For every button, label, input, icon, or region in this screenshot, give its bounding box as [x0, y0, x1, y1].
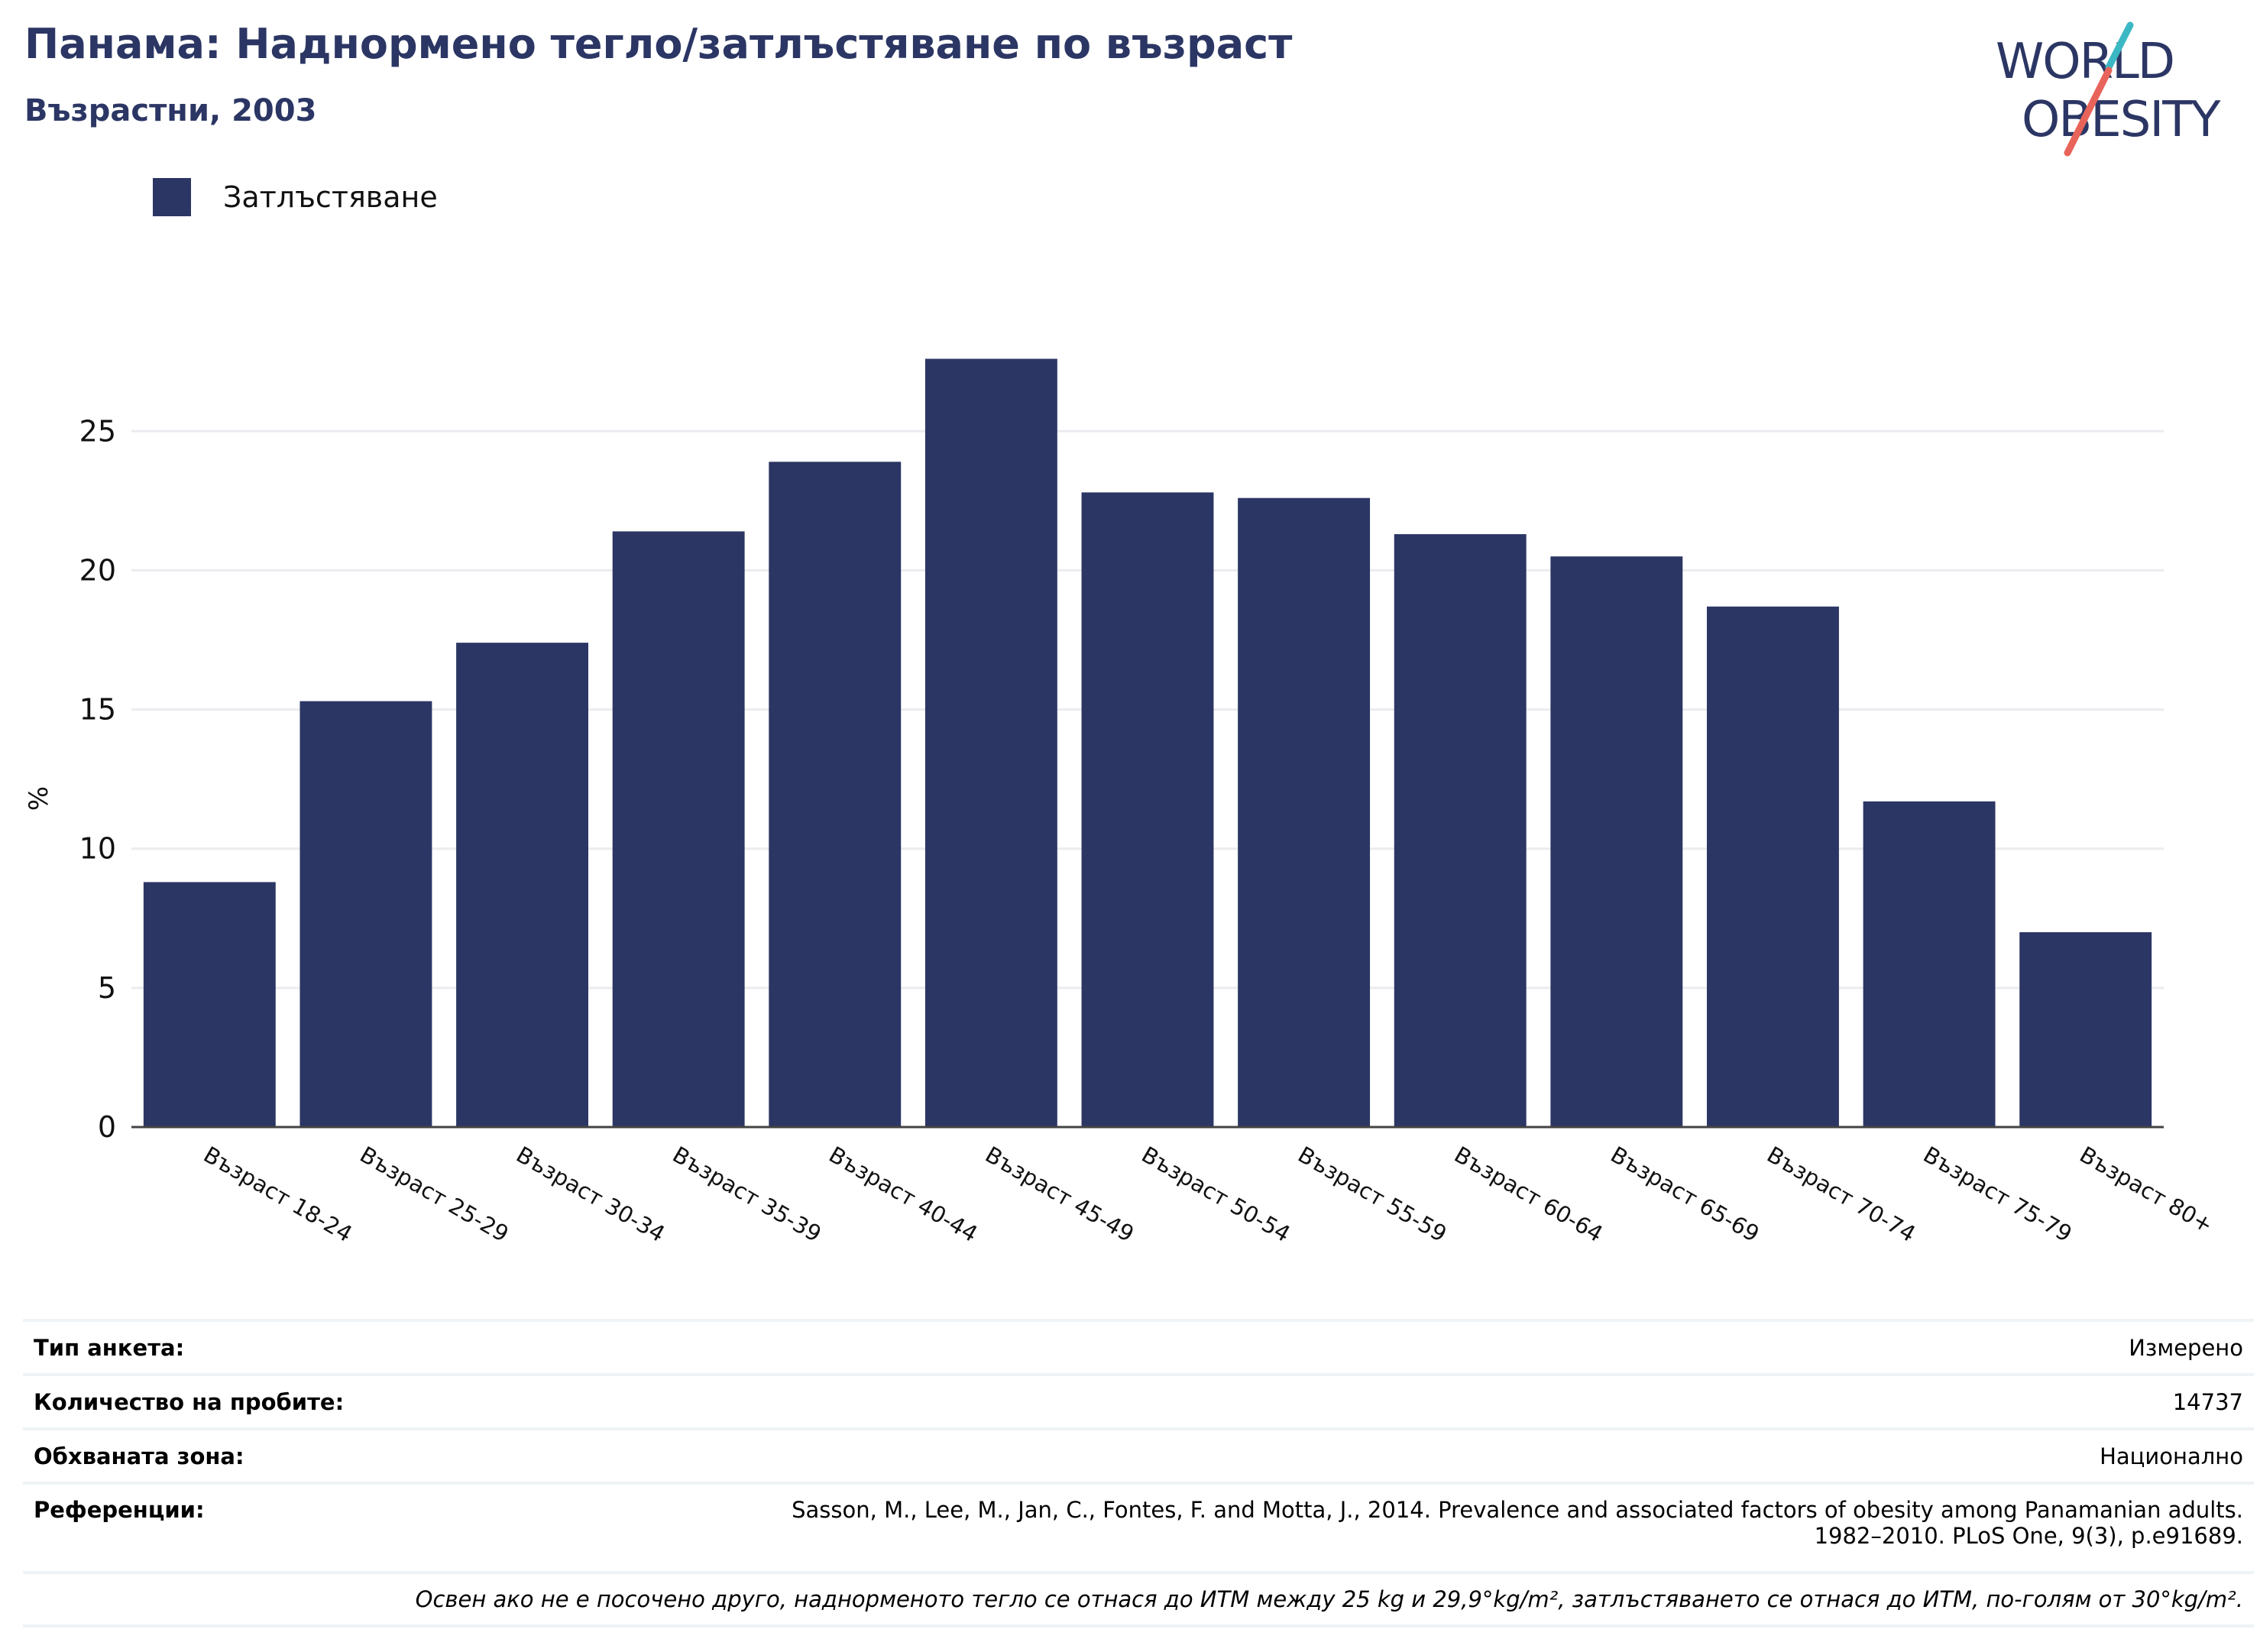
x-tick-label-0: Възраст 18-24: [199, 1142, 357, 1248]
area-label: Обхваната зона:: [23, 1429, 433, 1485]
legend-label: Затлъстяване: [223, 180, 438, 214]
survey-info-table: Тип анкета: Измерено Количество на проби…: [23, 1319, 2254, 1628]
bar-4: [769, 462, 902, 1127]
references-line-2: 1982–2010. PLoS One, 9(3), p.e91689.: [1814, 1523, 2243, 1549]
x-tick-label-9: Възраст 65-69: [1606, 1142, 1763, 1248]
y-tick-label-20: 20: [79, 553, 116, 587]
bar-5: [924, 358, 1057, 1127]
sample-label: Количество на пробите:: [23, 1375, 433, 1430]
y-axis-label: %: [24, 786, 54, 811]
info-row-sample: Количество на пробите: 14737: [23, 1375, 2254, 1430]
info-row-references: Референции: Sasson, M., Lee, M., Jan, C.…: [23, 1483, 2254, 1574]
x-tick-label-10: Възраст 70-74: [1763, 1142, 1920, 1248]
logo-slash-teal: [2105, 21, 2134, 71]
x-tick-label-1: Възраст 25-29: [355, 1142, 513, 1248]
survey-type-value: Измерено: [432, 1319, 2254, 1376]
logo-slash-red: [2064, 66, 2113, 157]
x-tick-label-8: Възраст 60-64: [1450, 1142, 1608, 1248]
area-value: Национално: [432, 1429, 2254, 1485]
sample-value: 14737: [432, 1375, 2254, 1430]
bar-0: [143, 882, 276, 1127]
survey-type-label: Тип анкета:: [23, 1319, 433, 1376]
bar-9: [1550, 556, 1683, 1127]
y-tick-label-5: 5: [98, 971, 116, 1005]
bar-3: [612, 531, 745, 1127]
logo-word-obesity: OBESITY: [2022, 92, 2221, 148]
bar-8: [1394, 534, 1527, 1127]
x-tick-label-6: Възраст 50-54: [1138, 1142, 1295, 1248]
references-value: Sasson, M., Lee, M., Jan, C., Fontes, F.…: [432, 1483, 2254, 1574]
bar-12: [2019, 932, 2152, 1127]
x-tick-label-3: Възраст 35-39: [669, 1142, 826, 1248]
logo-word-world: WORLD: [1996, 34, 2174, 90]
info-row-survey-type: Тип анкета: Измерено: [23, 1319, 2254, 1376]
y-tick-label-10: 10: [79, 832, 116, 866]
definition-note: Освен ако не е посочено друго, наднормен…: [23, 1573, 2254, 1628]
y-tick-label-25: 25: [79, 414, 116, 448]
references-line-1: Sasson, M., Lee, M., Jan, C., Fontes, F.…: [792, 1497, 2243, 1523]
x-tick-label-5: Възраст 45-49: [981, 1142, 1138, 1248]
x-tick-label-2: Възраст 30-34: [512, 1142, 669, 1248]
bar-7: [1238, 497, 1371, 1127]
info-row-note: Освен ако не е посочено друго, наднормен…: [23, 1573, 2254, 1628]
bar-11: [1863, 801, 1996, 1127]
y-tick-label-15: 15: [79, 693, 116, 727]
bar-6: [1081, 492, 1214, 1127]
legend-swatch: [153, 178, 191, 216]
y-tick-labels: 0 5 10 15 20 25: [79, 414, 116, 1144]
x-tick-label-4: Възраст 40-44: [824, 1142, 982, 1248]
world-obesity-logo: WORLD OBESITY: [1996, 21, 2223, 157]
chart-legend: Затлъстяване: [153, 177, 438, 217]
x-tick-label-12: Възраст 80+: [2075, 1142, 2217, 1239]
references-label: Референции:: [23, 1483, 433, 1574]
chart-title: Панама: Наднормено тегло/затлъстяване по…: [24, 20, 1293, 68]
y-tick-label-0: 0: [98, 1110, 116, 1144]
info-row-area: Обхваната зона: Национално: [23, 1429, 2254, 1485]
bar-1: [299, 701, 432, 1127]
bar-2: [456, 643, 588, 1127]
bar-10: [1707, 606, 1839, 1127]
bars: [143, 358, 2152, 1127]
x-tick-label-11: Възраст 75-79: [1919, 1142, 2077, 1248]
chart-subtitle: Възрастни, 2003: [24, 93, 317, 128]
x-tick-label-7: Възраст 55-59: [1294, 1142, 1451, 1248]
